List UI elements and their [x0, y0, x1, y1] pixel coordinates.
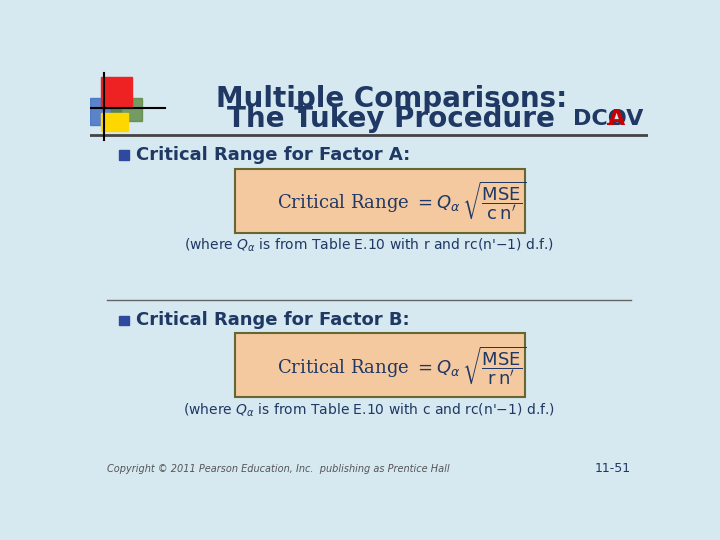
Bar	[101, 77, 132, 109]
Text: (where $Q_{\alpha}$ is from Table E.10 with r and rc(n'$-$1) d.f.): (where $Q_{\alpha}$ is from Table E.10 w…	[184, 237, 554, 254]
Text: DCOV: DCOV	[572, 109, 643, 129]
Bar	[119, 151, 129, 160]
Text: The Tukey Procedure: The Tukey Procedure	[228, 105, 555, 133]
FancyBboxPatch shape	[235, 333, 526, 397]
Bar	[119, 315, 129, 325]
Text: (where $Q_{\alpha}$ is from Table E.10 with c and rc(n'$-$1) d.f.): (where $Q_{\alpha}$ is from Table E.10 w…	[183, 401, 555, 418]
Text: Critical Range $= Q_{\alpha}\,\sqrt{\dfrac{\mathrm{MSE}}{\mathrm{c\,n'}}}$: Critical Range $= Q_{\alpha}\,\sqrt{\dfr…	[277, 180, 526, 222]
Text: Critical Range for Factor B:: Critical Range for Factor B:	[136, 311, 410, 329]
Text: A: A	[608, 109, 625, 129]
Text: Critical Range for Factor A:: Critical Range for Factor A:	[136, 146, 410, 164]
Text: Multiple Comparisons:: Multiple Comparisons:	[216, 85, 567, 113]
Text: 11-51: 11-51	[595, 462, 631, 475]
Bar	[90, 98, 121, 125]
Bar	[101, 113, 128, 131]
FancyBboxPatch shape	[235, 168, 526, 233]
Bar	[111, 98, 142, 121]
Text: Copyright © 2011 Pearson Education, Inc.  publishing as Prentice Hall: Copyright © 2011 Pearson Education, Inc.…	[107, 464, 449, 474]
Text: Critical Range $= Q_{\alpha}\,\sqrt{\dfrac{\mathrm{MSE}}{\mathrm{r\,n'}}}$: Critical Range $= Q_{\alpha}\,\sqrt{\dfr…	[277, 344, 526, 387]
